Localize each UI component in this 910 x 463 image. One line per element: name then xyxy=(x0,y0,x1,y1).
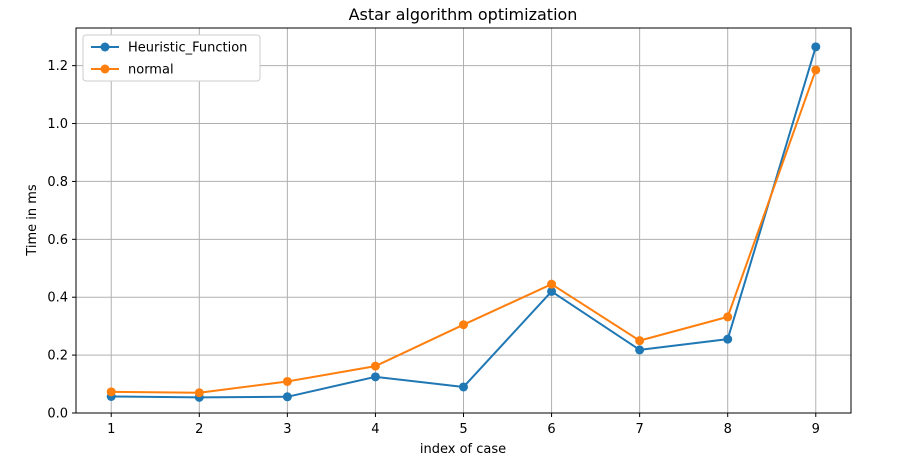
data-point xyxy=(282,376,292,386)
data-point xyxy=(811,42,821,52)
x-tick-label: 5 xyxy=(459,422,467,437)
y-tick-label: 1.0 xyxy=(47,117,68,132)
data-point xyxy=(370,372,380,382)
series-layer xyxy=(106,42,821,402)
x-tick-label: 7 xyxy=(635,422,643,437)
x-tick-label: 9 xyxy=(812,422,820,437)
x-tick-label: 3 xyxy=(283,422,291,437)
data-point xyxy=(635,336,645,346)
y-tick-label: 0.4 xyxy=(47,291,68,306)
y-tick-label: 0.0 xyxy=(47,407,68,422)
x-tick-label: 1 xyxy=(107,422,115,437)
x-tick-label: 2 xyxy=(195,422,203,437)
data-point xyxy=(282,392,292,402)
data-point xyxy=(811,65,821,75)
data-point xyxy=(547,279,557,289)
axis-ticks: 1 2 3 4 5 6 7 8 9 0.0 0.2 0.4 0.6 0.8 1.0 1.2 xyxy=(47,59,820,437)
y-tick-label: 0.8 xyxy=(47,175,68,190)
y-axis-title: Time in ms xyxy=(25,184,40,257)
data-point xyxy=(723,334,733,344)
legend-marker xyxy=(100,42,110,52)
x-tick-label: 8 xyxy=(724,422,732,437)
y-tick-label: 1.2 xyxy=(47,59,68,74)
x-tick-label: 6 xyxy=(547,422,555,437)
data-point xyxy=(723,312,733,322)
y-tick-label: 0.2 xyxy=(47,349,68,364)
legend-label: normal xyxy=(128,63,174,78)
data-point xyxy=(106,387,116,397)
data-point xyxy=(370,361,380,371)
data-point xyxy=(459,320,468,330)
legend-label: Heuristic_Function xyxy=(128,41,247,56)
data-point xyxy=(635,345,645,355)
legend-box xyxy=(82,34,261,82)
legend-marker xyxy=(100,64,110,74)
data-point xyxy=(194,388,204,398)
chart-title: Astar algorithm optimization xyxy=(349,5,578,24)
data-point xyxy=(459,382,468,392)
y-tick-label: 0.6 xyxy=(47,233,68,248)
x-axis-title: index of case xyxy=(420,442,506,457)
data-point xyxy=(547,286,557,296)
x-tick-label: 4 xyxy=(371,422,379,437)
